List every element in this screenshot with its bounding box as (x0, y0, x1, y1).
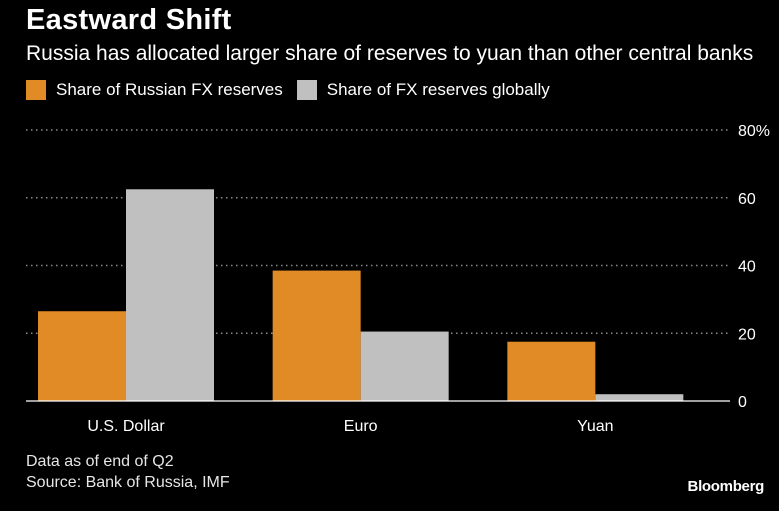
legend: Share of Russian FX reserves Share of FX… (26, 80, 564, 100)
chart-title: Eastward Shift (26, 4, 232, 36)
y-tick-label: 80% (738, 123, 770, 140)
y-tick-label: 20 (738, 326, 756, 343)
bar-global (126, 189, 214, 401)
bar-global (595, 394, 684, 401)
y-tick-label: 0 (738, 394, 747, 411)
x-tick-label: Euro (344, 418, 378, 435)
legend-swatch-russia (26, 80, 46, 100)
bar-global (360, 331, 449, 401)
data-note: Data as of end of Q2 (26, 453, 174, 470)
legend-item-russia: Share of Russian FX reserves (26, 80, 283, 100)
x-tick-label: Yuan (577, 418, 613, 435)
y-tick-label: 40 (738, 259, 756, 276)
bar-russia (272, 270, 361, 401)
chart-subtitle: Russia has allocated larger share of res… (26, 42, 754, 65)
legend-swatch-global (296, 80, 317, 100)
legend-label-russia: Share of Russian FX reserves (56, 80, 283, 99)
source-note: Source: Bank of Russia, IMF (26, 474, 230, 491)
y-tick-label: 60 (738, 191, 756, 208)
bar-russia (507, 341, 596, 401)
x-tick-label: U.S. Dollar (87, 418, 165, 435)
bloomberg-logo: Bloomberg (687, 478, 765, 495)
bar-russia (38, 311, 126, 401)
legend-label-global: Share of FX reserves globally (326, 80, 550, 99)
legend-item-global: Share of FX reserves globally (296, 80, 550, 100)
